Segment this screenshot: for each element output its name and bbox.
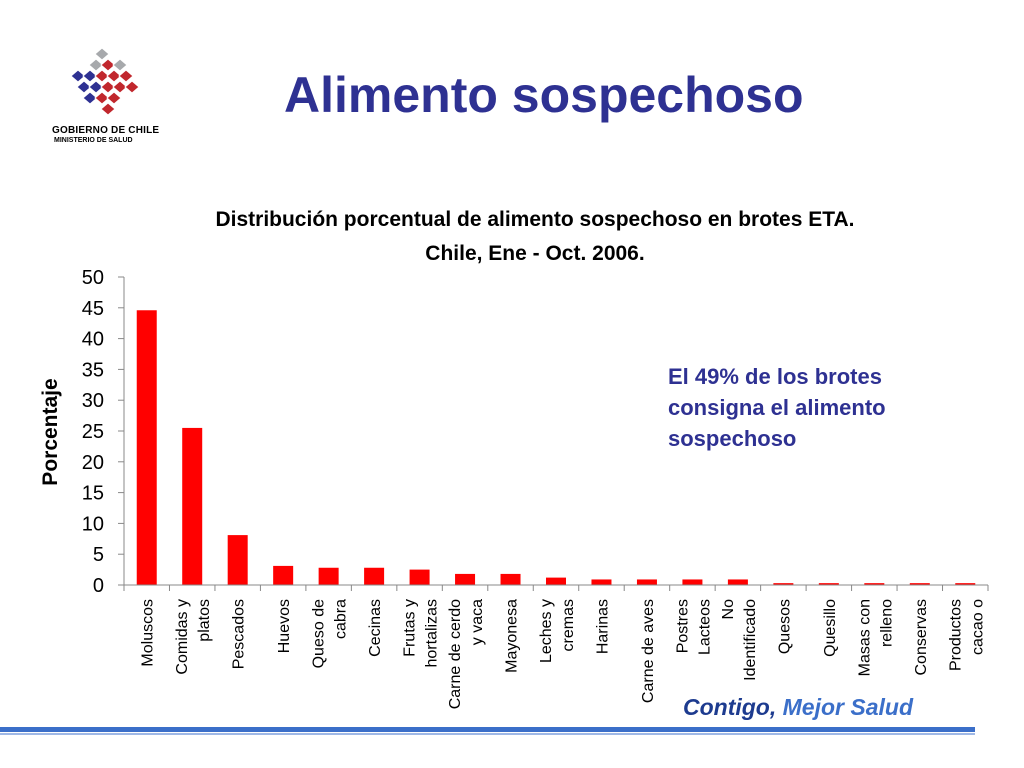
y-tick-label: 30	[82, 390, 104, 412]
logo-cube	[88, 80, 104, 94]
y-tick-label: 5	[93, 544, 104, 566]
x-axis: Moluscos Comidas y platos Pescados Huevos Que…	[123, 584, 989, 709]
x-category-label: hortalizas	[424, 599, 441, 667]
y-tick-label: 40	[82, 329, 104, 351]
footer-divider-light	[0, 733, 975, 735]
logo-cube	[82, 91, 98, 105]
y-axis: 0 5 10 15 20 25 30 35 40 45 50	[82, 267, 125, 597]
x-category-label: Postres	[674, 599, 691, 653]
chart-title-line1: Distribución porcentual de alimento sosp…	[215, 208, 855, 231]
x-category-label: Conservas	[913, 599, 930, 675]
y-tick-label: 10	[82, 513, 104, 535]
logo-cube	[112, 80, 128, 94]
x-category-label: Identificado	[742, 599, 759, 681]
bar	[636, 579, 657, 585]
x-category-label: cabra	[333, 599, 350, 639]
logo-cube	[88, 58, 104, 72]
bars	[136, 310, 976, 585]
logo-cube	[124, 80, 140, 94]
bar	[318, 567, 339, 585]
x-category-label: Carne de cerdo	[447, 599, 464, 709]
bar	[864, 583, 885, 585]
bar	[773, 583, 794, 585]
logo-cube	[100, 58, 116, 72]
logo-cube	[100, 102, 116, 116]
bar	[591, 579, 612, 585]
bar	[818, 583, 839, 585]
bar	[546, 577, 566, 585]
y-axis-label: Porcentaje	[39, 378, 62, 485]
x-category-label: No	[720, 599, 737, 620]
x-category-label: Mayonesa	[504, 599, 521, 673]
footer-slogan: Contigo, Mejor Salud	[683, 694, 913, 721]
x-category-label: Carne de aves	[640, 599, 657, 703]
logo-cube	[106, 69, 122, 83]
bar	[955, 583, 976, 585]
y-tick-label: 0	[93, 575, 104, 597]
x-category-label: Huevos	[276, 599, 293, 653]
x-category-label: Moluscos	[140, 599, 157, 667]
ministry-logo	[48, 47, 158, 148]
x-category-label: Frutas y	[402, 599, 419, 657]
y-tick-label: 25	[82, 421, 104, 443]
x-category-label: Productos	[947, 599, 964, 671]
x-category-label: Harinas	[594, 599, 611, 654]
logo-diamond-icon	[70, 47, 140, 116]
logo-cube	[94, 47, 110, 61]
bar	[500, 573, 521, 585]
logo-cube	[76, 80, 92, 94]
logo-cube	[106, 91, 122, 105]
x-category-label: Masas con	[856, 599, 873, 676]
x-category-label: platos	[196, 599, 213, 642]
x-category-label: relleno	[878, 599, 895, 647]
footer-divider	[0, 727, 975, 732]
bar	[455, 573, 476, 585]
logo-cube	[82, 69, 98, 83]
y-tick-label: 45	[82, 298, 104, 320]
logo-cube	[100, 80, 116, 94]
logo-cube	[94, 91, 110, 105]
bar	[727, 579, 748, 585]
bar	[273, 565, 294, 585]
footer-slogan-part1: Contigo,	[683, 694, 777, 720]
logo-caption-government: GOBIERNO DE CHILE	[52, 125, 160, 136]
x-category-label: Lacteos	[696, 599, 713, 655]
bar	[182, 427, 203, 585]
y-tick-label: 15	[82, 483, 104, 505]
x-category-label: Pescados	[231, 599, 248, 669]
logo-cube	[70, 69, 86, 83]
bar	[682, 579, 703, 585]
chart-title: Distribución porcentual de alimento sosp…	[100, 203, 970, 271]
y-tick-label: 35	[82, 359, 104, 381]
bar	[909, 583, 930, 585]
x-category-label: Leches y	[538, 599, 555, 663]
annotation-text: El 49% de los brotes consigna el aliment…	[668, 364, 886, 451]
x-category-label: Comidas y	[174, 599, 191, 675]
page-title: Alimento sospechoso	[284, 67, 804, 123]
y-tick-label: 50	[82, 267, 104, 289]
bar	[364, 567, 385, 585]
x-category-label: Queso de	[311, 599, 328, 668]
x-category-label: Cecinas	[367, 599, 384, 657]
bar	[136, 310, 157, 585]
chart-title-line2: Chile, Ene - Oct. 2006.	[425, 242, 645, 265]
y-tick-label: 20	[82, 452, 104, 474]
bar	[227, 535, 248, 585]
logo-cube	[94, 69, 110, 83]
x-category-label: cacao o	[969, 599, 986, 655]
x-category-label: cremas	[560, 599, 577, 651]
footer-slogan-part2: Mejor Salud	[776, 694, 913, 720]
logo-caption-ministry: MINISTERIO DE SALUD	[54, 137, 133, 144]
logo-cube	[118, 69, 134, 83]
logo-cube	[112, 58, 128, 72]
x-category-label: Quesillo	[822, 599, 839, 657]
x-category-label: y vaca	[469, 599, 486, 645]
bar	[409, 569, 430, 585]
x-category-label: Quesos	[776, 599, 793, 654]
